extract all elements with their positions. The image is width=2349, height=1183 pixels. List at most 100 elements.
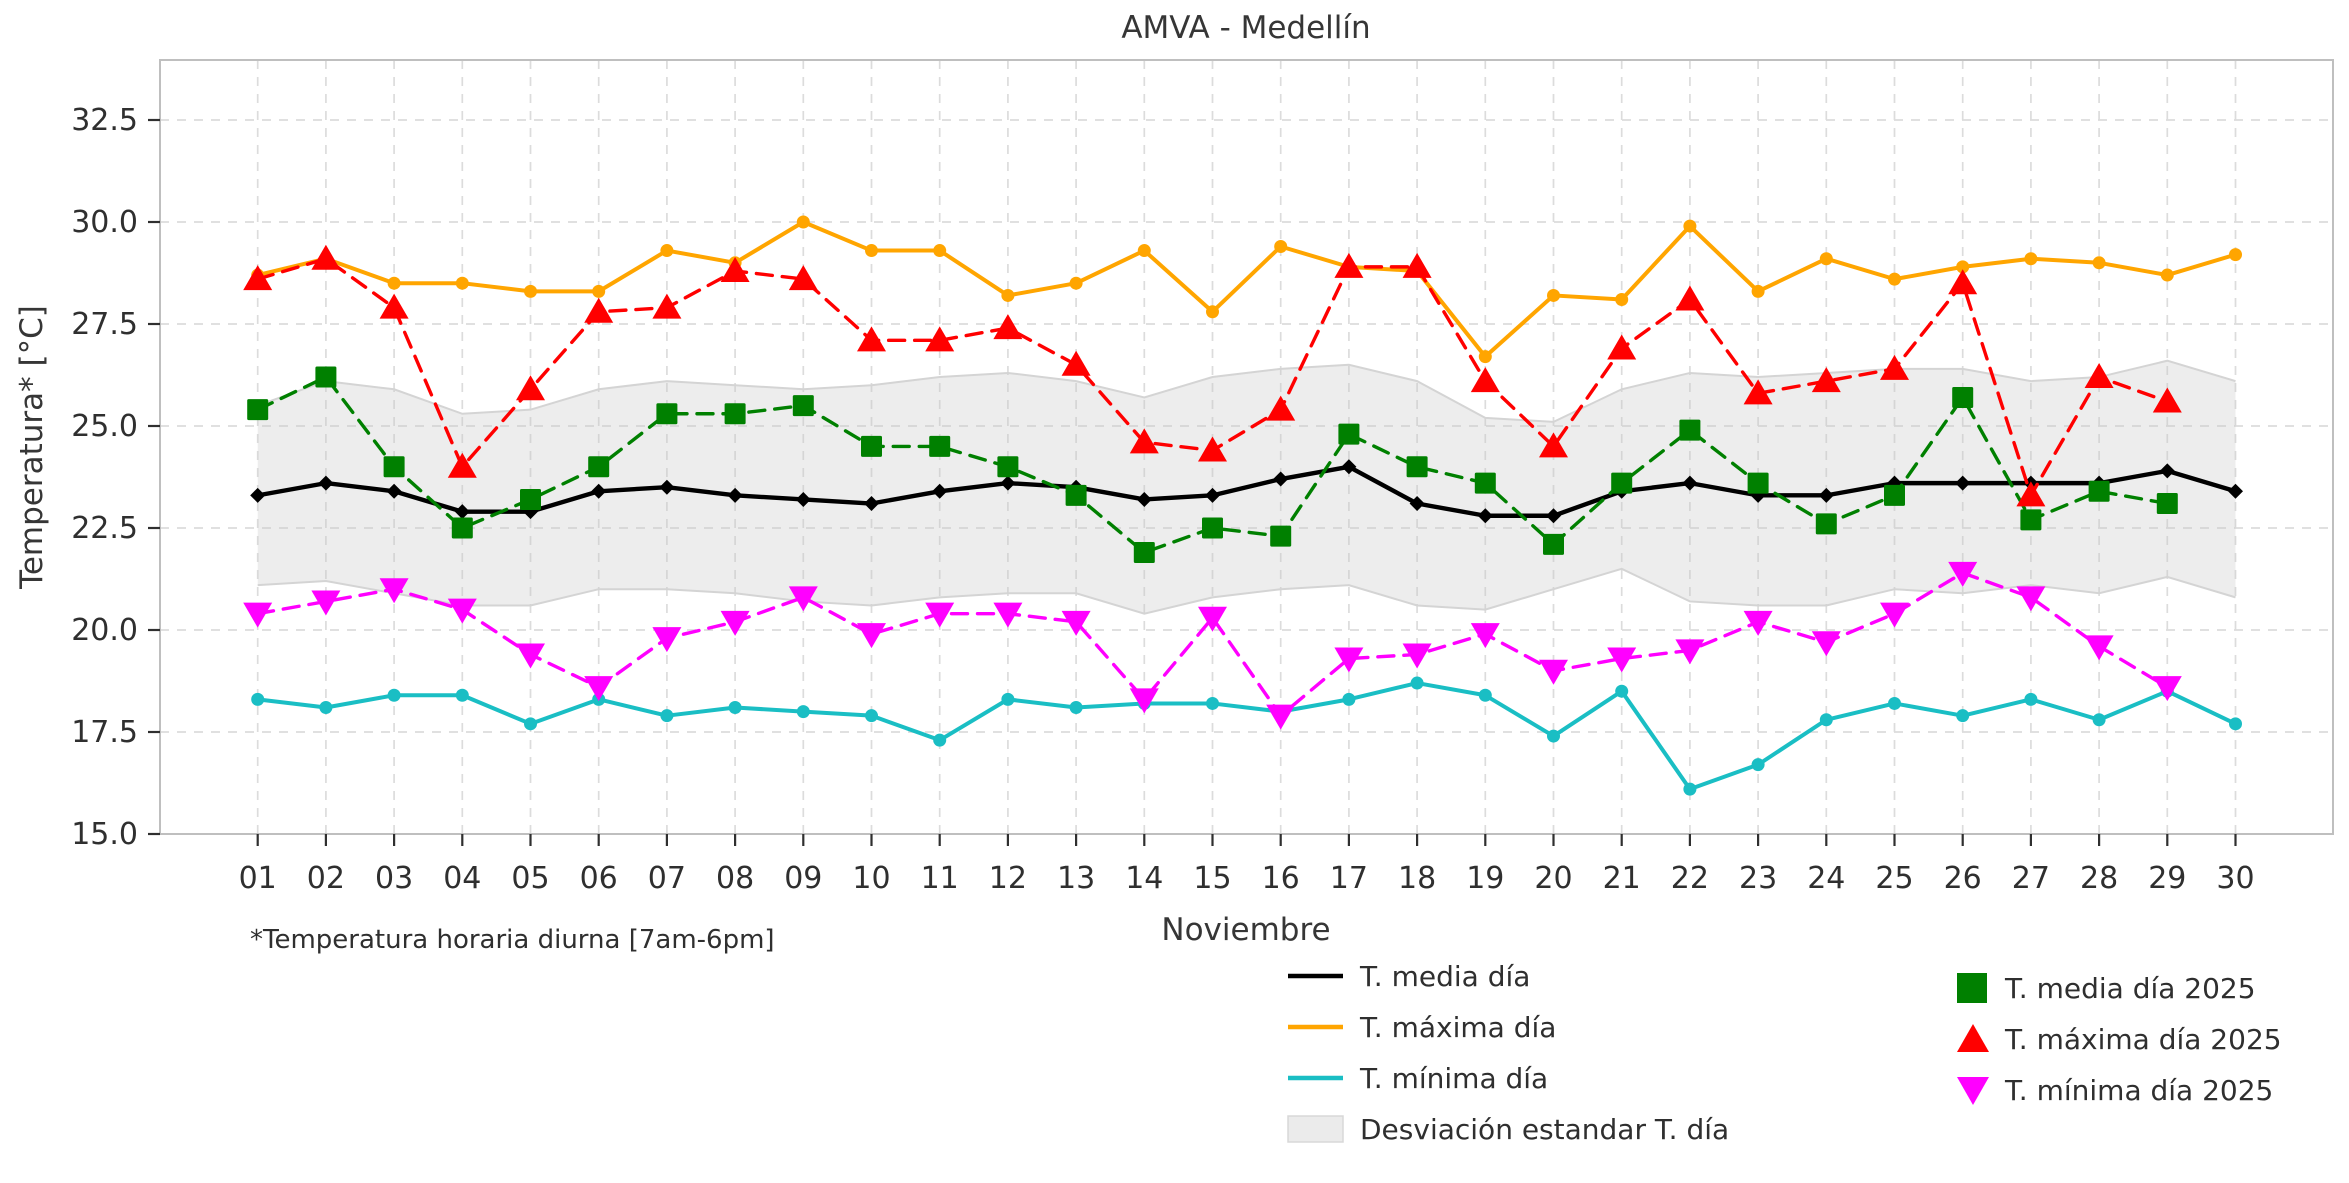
marker-t-minima-dia (1683, 782, 1697, 796)
marker-t-media-dia (1273, 471, 1289, 487)
marker-t-maxima-dia-2025 (379, 293, 409, 319)
marker-t-maxima-dia-2025 (993, 314, 1023, 340)
gridlines (160, 60, 2333, 834)
marker-t-minima-dia-2025 (516, 643, 545, 669)
marker-t-minima-dia-2025 (2084, 635, 2114, 661)
marker-t-minima-dia-2025 (1470, 623, 1500, 649)
marker-t-media-dia-2025 (247, 399, 269, 421)
marker-t-maxima-dia-2025 (1129, 428, 1159, 454)
marker-t-maxima-dia (1137, 244, 1151, 258)
marker-t-maxima-dia (1069, 276, 1083, 290)
marker-t-minima-dia-2025 (1880, 602, 1909, 628)
marker-t-minima-dia-2025 (311, 590, 341, 616)
y-tick-label: 27.5 (71, 307, 138, 342)
y-tick-label: 25.0 (71, 409, 138, 444)
legend-item-t-minima-dia: T. mínima día (1288, 1062, 1548, 1095)
legend-item-t-minima-dia-2025: T. mínima día 2025 (1957, 1074, 2273, 1107)
marker-t-media-dia-2025 (1474, 472, 1496, 494)
marker-t-minima-dia-2025 (1129, 688, 1159, 714)
marker-t-media-dia-2025 (656, 403, 678, 425)
x-tick-label: 23 (1739, 861, 1777, 896)
x-tick-label: 30 (2216, 861, 2254, 896)
marker-t-maxima-dia-2025 (2016, 481, 2046, 507)
y-tick-label: 22.5 (71, 511, 138, 546)
x-tick-label: 22 (1671, 861, 1709, 896)
band-upper-edge (257, 359, 2236, 423)
marker-t-maxima-dia-2025 (1743, 379, 1773, 405)
x-tick-label: 07 (648, 861, 686, 896)
marker-t-media-dia-2025 (1133, 541, 1155, 563)
legend-item-t-maxima-dia-2025: T. máxima día 2025 (1957, 1023, 2282, 1056)
series-t-minima-dia-2025 (243, 561, 2182, 730)
x-tick-label: 04 (443, 861, 481, 896)
x-tick-label: 25 (1875, 861, 1913, 896)
x-tick-label: 10 (852, 861, 890, 896)
marker-t-media-dia-2025 (2156, 493, 2178, 515)
marker-t-media-dia (1341, 459, 1357, 475)
marker-t-media-dia (1546, 508, 1561, 524)
marker-t-media-dia (1955, 475, 1971, 491)
marker-t-media-dia (795, 491, 811, 507)
marker-t-media-dia-2025 (861, 435, 882, 457)
x-tick-label: 11 (921, 861, 959, 896)
marker-t-media-dia (2228, 483, 2243, 499)
marker-t-maxima-dia-2025 (1334, 252, 1364, 278)
x-tick-label: 19 (1466, 861, 1504, 896)
legend-label: T. máxima día 2025 (2004, 1023, 2282, 1056)
marker-t-media-dia (932, 483, 948, 499)
marker-t-maxima-dia (1819, 252, 1833, 266)
marker-t-media-dia (1136, 491, 1152, 507)
y-tick-label: 17.5 (71, 715, 138, 750)
marker-t-minima-dia (319, 701, 333, 715)
marker-t-maxima-dia (1683, 219, 1697, 233)
marker-t-maxima-dia-2025 (2152, 387, 2182, 413)
marker-t-maxima-dia (796, 215, 810, 229)
legend-item-t-media-dia: T. media día (1288, 960, 1530, 993)
x-tick-label: 29 (2148, 861, 2186, 896)
legend-left-column: T. media día T. máxima día T. mínima día De… (1287, 960, 1729, 1146)
x-tick-label: 20 (1534, 861, 1572, 896)
tick-labels: 01 02 03 04 05 06 07 08 09 10 11 12 13 14 15 16 17 18 19 20… (71, 103, 2254, 896)
marker-t-media-dia-2025 (1747, 472, 1769, 494)
marker-t-minima-dia (1615, 684, 1629, 698)
legend-item-t-media-dia-2025: T. media día 2025 (1957, 972, 2256, 1005)
marker-t-maxima-dia-2025 (584, 297, 614, 323)
x-tick-label: 28 (2080, 861, 2118, 896)
legend-label: T. máxima día (1359, 1011, 1556, 1044)
marker-t-media-dia (727, 487, 743, 503)
x-tick-label: 21 (1603, 861, 1641, 896)
marker-t-minima-dia (933, 733, 947, 747)
marker-t-maxima-dia-2025 (2084, 363, 2114, 389)
x-tick-label: 17 (1330, 861, 1368, 896)
marker-t-media-dia-2025 (1611, 472, 1633, 494)
x-tick-label: 16 (1262, 861, 1300, 896)
marker-t-minima-dia-2025 (1334, 647, 1364, 673)
x-tick-label: 05 (511, 861, 549, 896)
marker-t-minima-dia-2025 (1198, 606, 1227, 632)
plot-border (159, 59, 2334, 835)
marker-t-maxima-dia (2229, 248, 2242, 262)
marker-t-minima-dia (2092, 713, 2106, 727)
marker-t-media-dia (1477, 508, 1493, 524)
marker-t-minima-dia (387, 688, 401, 702)
marker-t-minima-dia (2229, 717, 2242, 731)
y-tick-label: 30.0 (71, 205, 138, 240)
marker-t-minima-dia (251, 692, 265, 706)
marker-t-minima-dia (1819, 713, 1833, 727)
marker-t-media-dia-2025 (1543, 533, 1564, 555)
x-tick-label: 12 (989, 861, 1027, 896)
marker-t-minima-dia (1069, 701, 1083, 715)
marker-t-maxima-dia-2025 (925, 326, 955, 352)
marker-t-maxima-dia-2025 (1402, 252, 1432, 278)
marker-t-minima-dia-2025 (1743, 610, 1773, 636)
marker-t-media-dia-2025 (724, 403, 746, 425)
marker-t-minima-dia-2025 (584, 676, 614, 702)
x-tick-label: 03 (375, 861, 413, 896)
marker-t-maxima-dia-2025 (1948, 269, 1978, 295)
marker-t-media-dia (318, 475, 334, 491)
marker-t-maxima-dia (1206, 305, 1219, 319)
marker-t-maxima-dia-2025 (311, 244, 341, 270)
marker-t-minima-dia (1547, 729, 1560, 743)
marker-t-minima-dia (1342, 692, 1356, 706)
